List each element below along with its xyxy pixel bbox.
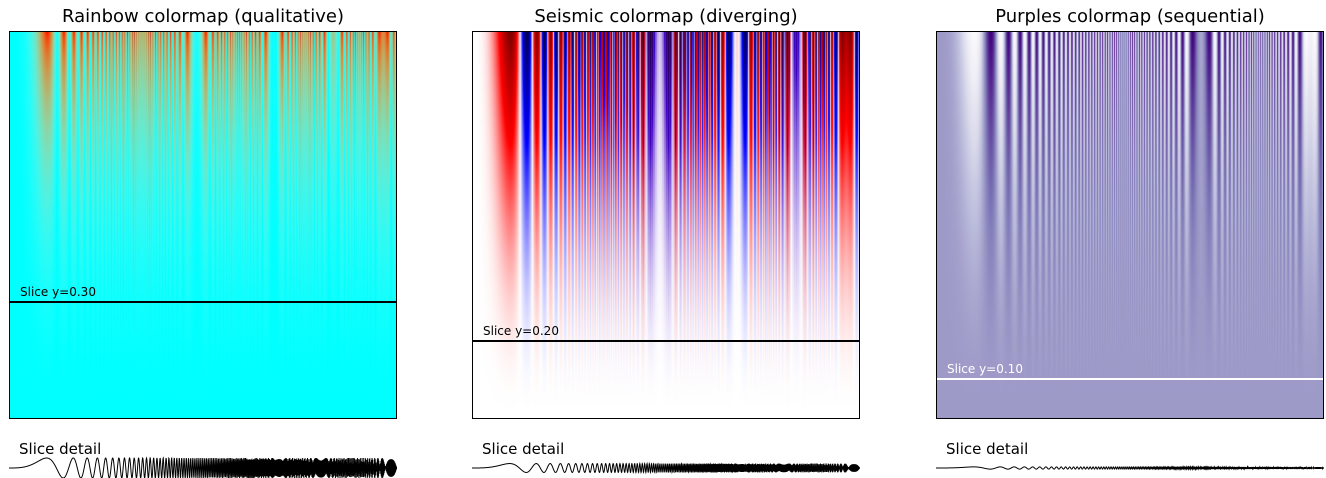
slice-label: Slice y=0.10 xyxy=(947,362,1023,377)
slice-detail-path xyxy=(9,456,397,478)
heatmap-canvas xyxy=(10,32,396,418)
slice-detail-label: Slice detail xyxy=(946,440,1029,458)
slice-detail-label: Slice detail xyxy=(482,440,565,458)
slice-line xyxy=(10,301,396,304)
panel-rainbow: Rainbow colormap (qualitative) Slice y=0… xyxy=(9,0,397,478)
heatmap-plot: Slice y=0.20 xyxy=(472,31,860,419)
chart-title: Seismic colormap (diverging) xyxy=(534,6,798,27)
slice-detail-curve xyxy=(472,461,860,475)
slice-detail-path xyxy=(472,461,860,475)
slice-detail-curve xyxy=(936,464,1324,472)
heatmap-canvas xyxy=(937,32,1323,418)
slice-label: Slice y=0.30 xyxy=(20,285,96,300)
slice-line xyxy=(937,378,1323,381)
panel-purples: Purples colormap (sequential) Slice y=0.… xyxy=(936,0,1324,478)
chart-title: Purples colormap (sequential) xyxy=(995,6,1265,27)
chart-title: Rainbow colormap (qualitative) xyxy=(62,6,344,27)
slice-detail-path xyxy=(936,464,1324,472)
slice-detail-curve xyxy=(9,456,397,478)
slice-line xyxy=(473,339,859,342)
panel-seismic: Seismic colormap (diverging) Slice y=0.2… xyxy=(472,0,860,478)
heatmap-canvas xyxy=(473,32,859,418)
heatmap-plot: Slice y=0.30 xyxy=(9,31,397,419)
heatmap-plot: Slice y=0.10 xyxy=(936,31,1324,419)
slice-detail-label: Slice detail xyxy=(19,440,102,458)
slice-label: Slice y=0.20 xyxy=(483,323,559,338)
